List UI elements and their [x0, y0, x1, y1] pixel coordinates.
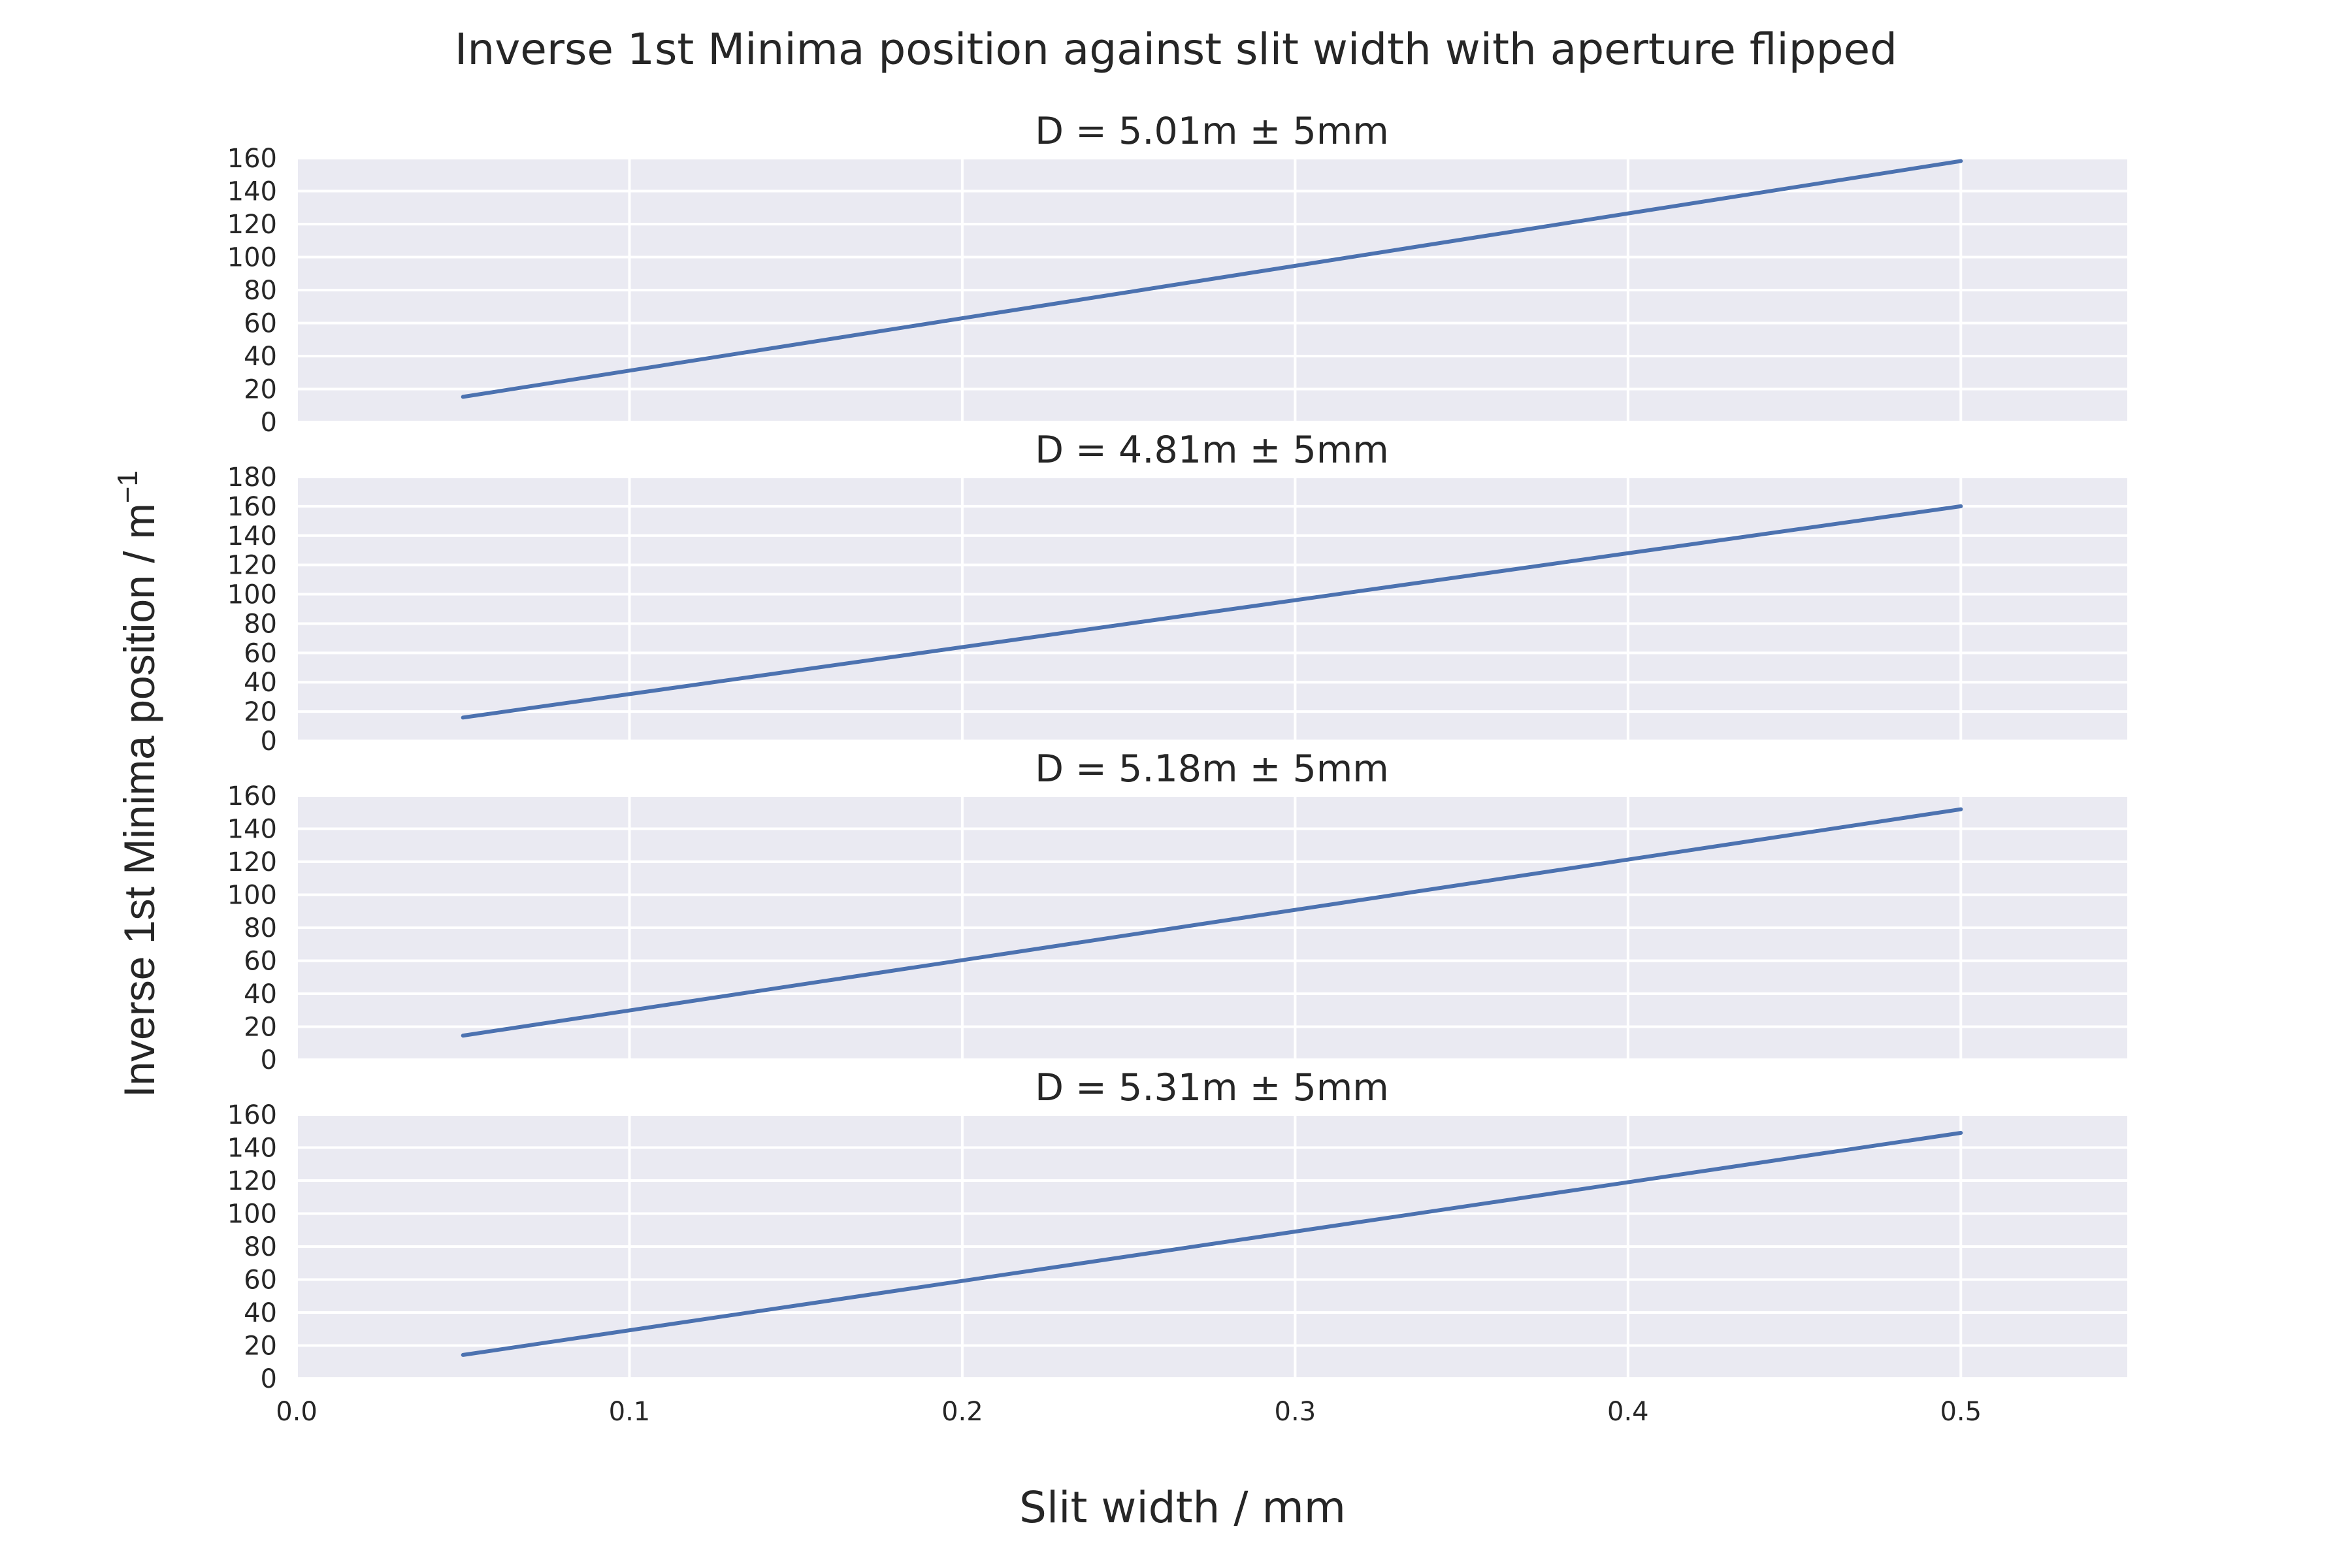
- y-tick-label: 140: [227, 177, 277, 207]
- y-tick-label: 40: [244, 979, 277, 1009]
- y-axis-label-superscript: −1: [112, 470, 144, 503]
- series-line-2: [461, 504, 1963, 720]
- y-tick-label: 180: [227, 463, 277, 493]
- y-tick-label: 140: [227, 521, 277, 551]
- y-tick-label: 120: [227, 1166, 277, 1196]
- x-tick-label: 0.1: [609, 1397, 651, 1427]
- y-tick-label: 160: [227, 492, 277, 522]
- y-tick-label: 100: [227, 243, 277, 273]
- series-line-1: [461, 159, 1963, 399]
- y-tick-label: 40: [244, 342, 277, 372]
- y-tick-label: 20: [244, 1331, 277, 1362]
- y-tick-label: 60: [244, 638, 277, 668]
- panel-title-2: D = 4.81m ± 5mm: [1035, 429, 1389, 472]
- y-tick-label: 100: [227, 881, 277, 911]
- y-tick-label: 80: [244, 1232, 277, 1262]
- y-tick-label: 100: [227, 580, 277, 610]
- y-tick-label: 100: [227, 1200, 277, 1230]
- y-tick-label: 140: [227, 1134, 277, 1164]
- panel-title-3: D = 5.18m ± 5mm: [1035, 747, 1389, 791]
- series-line-4: [461, 1131, 1963, 1357]
- y-tick-label: 40: [244, 1298, 277, 1328]
- y-tick-label: 0: [261, 408, 277, 438]
- x-tick-label: 0.5: [1940, 1397, 1982, 1427]
- y-tick-label: 0: [261, 1045, 277, 1075]
- y-tick-label: 120: [227, 551, 277, 581]
- x-tick-label: 0.4: [1607, 1397, 1649, 1427]
- y-tick-label: 20: [244, 1013, 277, 1043]
- x-tick-label: 0.0: [276, 1397, 318, 1427]
- y-axis-label-text: Inverse 1st Minima position / m: [115, 503, 163, 1098]
- figure-title: Inverse 1st Minima position against slit…: [455, 24, 1897, 74]
- panel-title-4: D = 5.31m ± 5mm: [1035, 1066, 1389, 1109]
- y-tick-label: 120: [227, 847, 277, 877]
- y-axis-label: Inverse 1st Minima position / m−1: [112, 470, 163, 1098]
- y-tick-label: 160: [227, 1100, 277, 1130]
- y-tick-label: 20: [244, 697, 277, 727]
- panel-title-1: D = 5.01m ± 5mm: [1035, 110, 1389, 153]
- x-tick-label: 0.3: [1275, 1397, 1316, 1427]
- y-tick-label: 20: [244, 375, 277, 405]
- y-tick-label: 80: [244, 609, 277, 639]
- y-tick-label: 80: [244, 276, 277, 306]
- y-tick-label: 160: [227, 144, 277, 174]
- y-tick-label: 60: [244, 309, 277, 339]
- y-tick-label: 140: [227, 815, 277, 845]
- y-tick-label: 40: [244, 668, 277, 698]
- y-tick-label: 60: [244, 1266, 277, 1296]
- x-axis-label: Slit width / mm: [1019, 1482, 1346, 1533]
- y-tick-label: 0: [261, 727, 277, 757]
- y-tick-label: 80: [244, 913, 277, 943]
- y-tick-label: 160: [227, 781, 277, 811]
- x-tick-label: 0.2: [941, 1397, 983, 1427]
- y-tick-label: 60: [244, 947, 277, 977]
- series-line-3: [461, 807, 1963, 1038]
- y-tick-label: 0: [261, 1364, 277, 1394]
- y-tick-label: 120: [227, 210, 277, 240]
